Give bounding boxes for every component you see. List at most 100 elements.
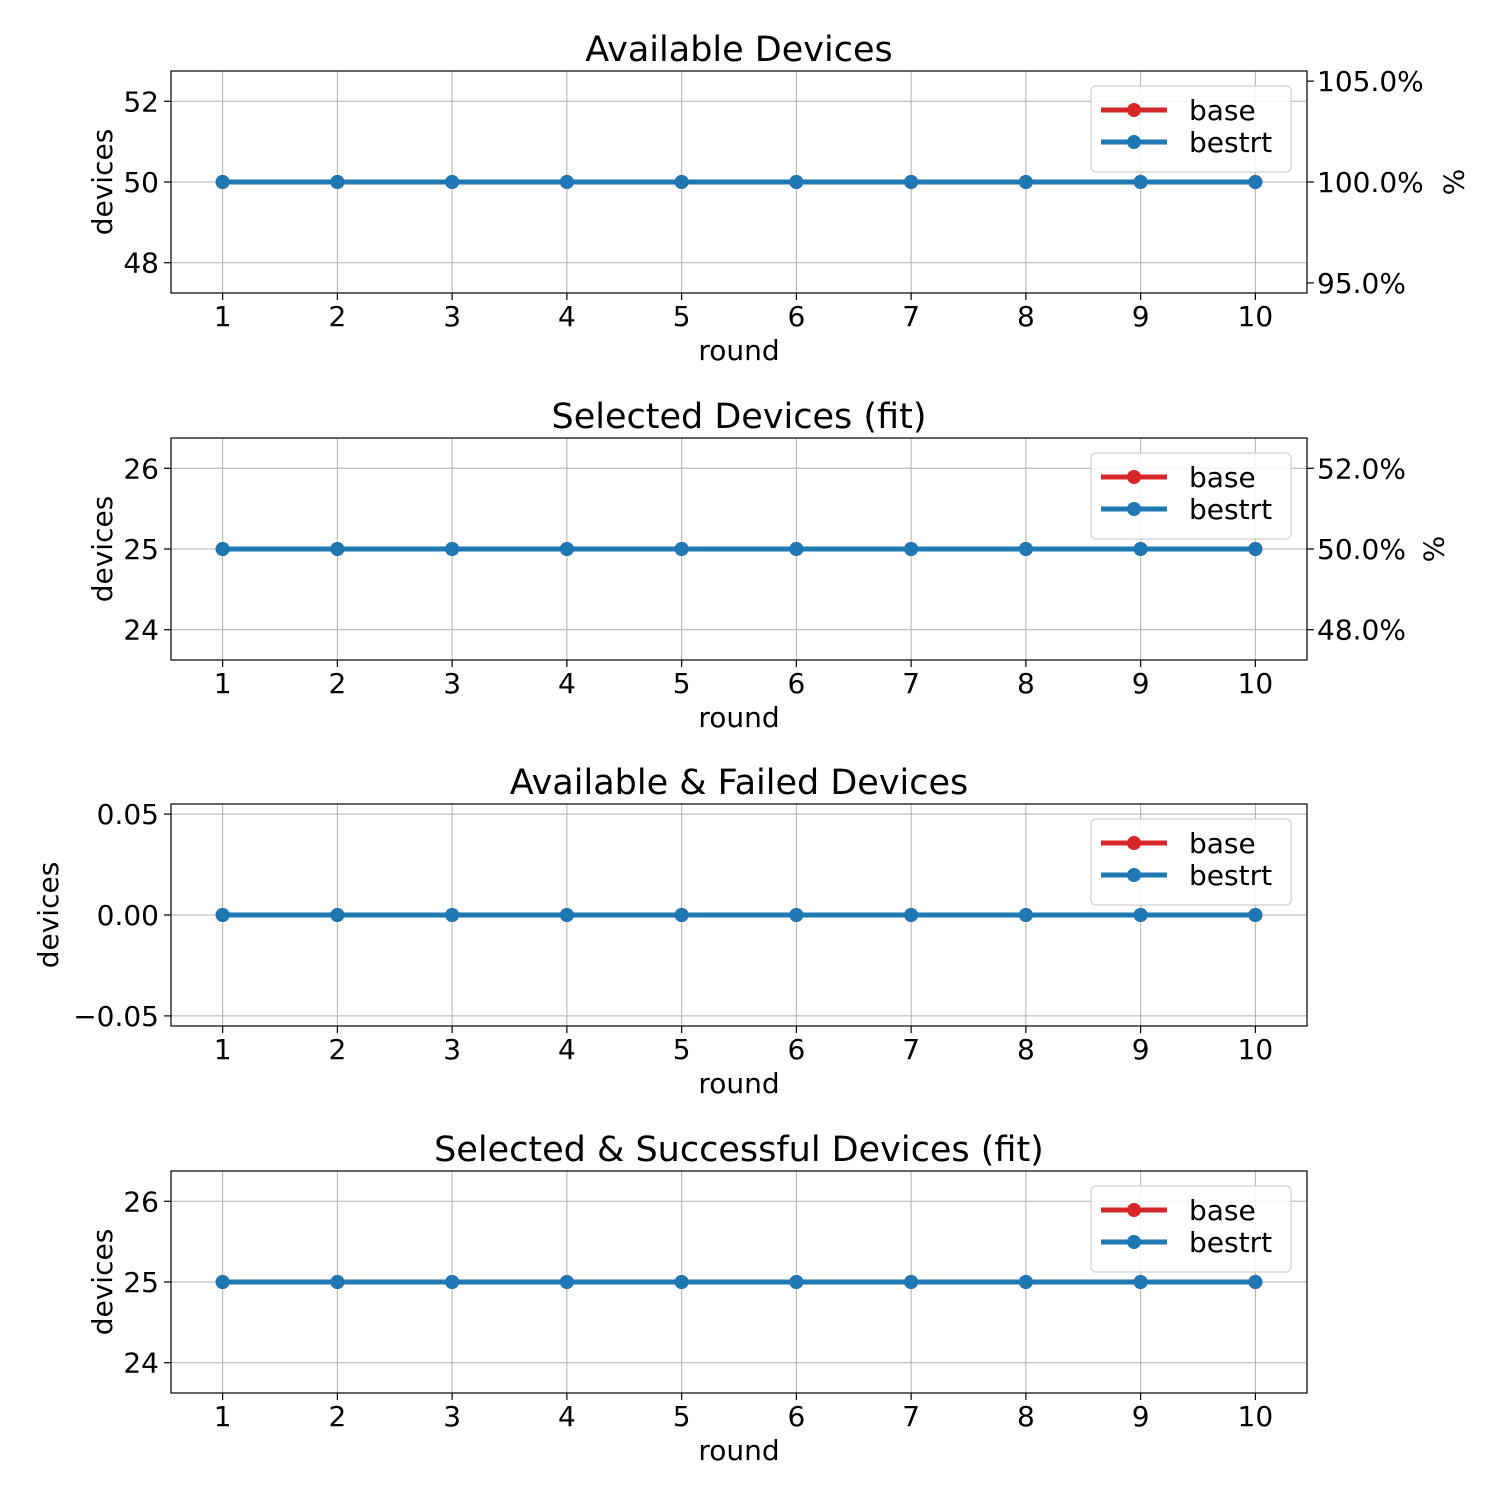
data-point-bestrt xyxy=(330,908,345,922)
x-axis-label: round xyxy=(698,334,779,367)
y-tick-label: 0.05 xyxy=(97,798,159,831)
data-point-bestrt xyxy=(1133,908,1148,922)
data-point-bestrt xyxy=(674,908,689,922)
data-point-bestrt xyxy=(559,175,574,189)
data-point-bestrt xyxy=(1248,175,1263,189)
x-tick-label: 4 xyxy=(558,1033,576,1066)
x-tick-label: 3 xyxy=(443,300,461,333)
data-point-bestrt xyxy=(789,908,804,922)
x-tick-label: 5 xyxy=(673,300,691,333)
x-tick-label: 7 xyxy=(902,300,920,333)
plot-frame xyxy=(170,437,1308,661)
secondary-y-axis-label: % xyxy=(1437,169,1470,196)
legend-label-bestrt: bestrt xyxy=(1189,493,1272,526)
legend-marker-base xyxy=(1127,1203,1141,1217)
y-tick-label: 50 xyxy=(123,166,159,199)
plot-frame xyxy=(170,803,1308,1027)
y-tick-label: 24 xyxy=(123,614,159,647)
x-tick-label: 6 xyxy=(787,1400,805,1433)
x-tick-label: 5 xyxy=(673,1400,691,1433)
data-point-bestrt xyxy=(674,542,689,556)
chart-panel-3: Available & Failed Devices 1 2 3 4 5 6 7 8 9 10 −0.… xyxy=(32,763,1308,1100)
data-point-bestrt xyxy=(330,1275,345,1289)
data-point-bestrt xyxy=(1248,1275,1263,1289)
x-tick-label: 1 xyxy=(214,300,232,333)
secondary-y-tick-label: 52.0% xyxy=(1317,452,1406,485)
legend-marker-bestrt xyxy=(1127,135,1141,149)
x-tick-label: 10 xyxy=(1238,1400,1274,1433)
data-point-bestrt xyxy=(559,542,574,556)
x-tick-label: 6 xyxy=(787,1033,805,1066)
legend-label-base: base xyxy=(1189,94,1256,127)
x-tick-label: 3 xyxy=(443,1033,461,1066)
legend-label-base: base xyxy=(1189,461,1256,494)
legend-label-base: base xyxy=(1189,827,1256,860)
data-point-bestrt xyxy=(904,175,919,189)
data-point-bestrt xyxy=(904,542,919,556)
x-axis-label: round xyxy=(698,701,779,734)
legend-marker-base xyxy=(1127,470,1141,484)
chart-title: Available & Failed Devices xyxy=(510,763,969,803)
data-point-bestrt xyxy=(789,542,804,556)
x-tick-label: 8 xyxy=(1017,300,1035,333)
x-tick-label: 9 xyxy=(1132,1400,1150,1433)
data-point-bestrt xyxy=(1133,1275,1148,1289)
data-point-bestrt xyxy=(330,175,345,189)
data-point-bestrt xyxy=(1248,908,1263,922)
legend-marker-bestrt xyxy=(1127,502,1141,516)
x-axis-label: round xyxy=(698,1434,779,1467)
secondary-y-tick-label: 100.0% xyxy=(1317,166,1424,199)
x-tick-label: 5 xyxy=(673,1033,691,1066)
chart-panel-1: Available Devices 1 2 3 4 5 6 7 8 9 10 48 50 52 95.0% 1… xyxy=(86,30,1470,367)
legend-marker-base xyxy=(1127,103,1141,117)
chart-panel-4: Selected & Successful Devices (fit) 1 2 3 4 5… xyxy=(86,1130,1308,1467)
data-point-bestrt xyxy=(215,908,230,922)
data-point-bestrt xyxy=(330,542,345,556)
x-tick-label: 1 xyxy=(214,667,232,700)
y-axis-label: devices xyxy=(86,129,119,236)
data-point-bestrt xyxy=(445,908,460,922)
y-axis-label: devices xyxy=(86,496,119,603)
x-tick-label: 8 xyxy=(1017,667,1035,700)
data-point-bestrt xyxy=(674,1275,689,1289)
legend-label-base: base xyxy=(1189,1194,1256,1227)
x-tick-label: 6 xyxy=(787,300,805,333)
x-tick-label: 5 xyxy=(673,667,691,700)
legend-marker-base xyxy=(1127,836,1141,850)
x-tick-label: 9 xyxy=(1132,667,1150,700)
data-point-bestrt xyxy=(1018,1275,1033,1289)
data-point-bestrt xyxy=(445,1275,460,1289)
x-tick-label: 2 xyxy=(328,667,346,700)
data-point-bestrt xyxy=(1018,908,1033,922)
data-point-bestrt xyxy=(215,542,230,556)
chart-title: Selected & Successful Devices (fit) xyxy=(434,1130,1044,1170)
secondary-y-tick-label: 105.0% xyxy=(1317,65,1424,98)
x-tick-label: 10 xyxy=(1238,1033,1274,1066)
x-tick-label: 7 xyxy=(902,1400,920,1433)
x-tick-label: 4 xyxy=(558,667,576,700)
y-axis-label: devices xyxy=(86,1229,119,1336)
data-point-bestrt xyxy=(1248,542,1263,556)
x-tick-label: 7 xyxy=(902,667,920,700)
x-tick-label: 2 xyxy=(328,1033,346,1066)
x-tick-label: 6 xyxy=(787,667,805,700)
data-point-bestrt xyxy=(1018,542,1033,556)
legend-label-bestrt: bestrt xyxy=(1189,859,1272,892)
data-point-bestrt xyxy=(789,1275,804,1289)
y-tick-label: 48 xyxy=(123,247,159,280)
chart-title: Selected Devices (fit) xyxy=(552,397,927,437)
secondary-y-tick-label: 48.0% xyxy=(1317,614,1406,647)
secondary-y-tick-label: 95.0% xyxy=(1317,267,1406,300)
x-tick-label: 2 xyxy=(328,300,346,333)
plot-frame xyxy=(170,1170,1308,1394)
data-point-bestrt xyxy=(559,1275,574,1289)
data-point-bestrt xyxy=(559,908,574,922)
legend-label-bestrt: bestrt xyxy=(1189,126,1272,159)
x-tick-label: 1 xyxy=(214,1400,232,1433)
x-tick-label: 3 xyxy=(443,667,461,700)
y-tick-label: 26 xyxy=(123,452,159,485)
